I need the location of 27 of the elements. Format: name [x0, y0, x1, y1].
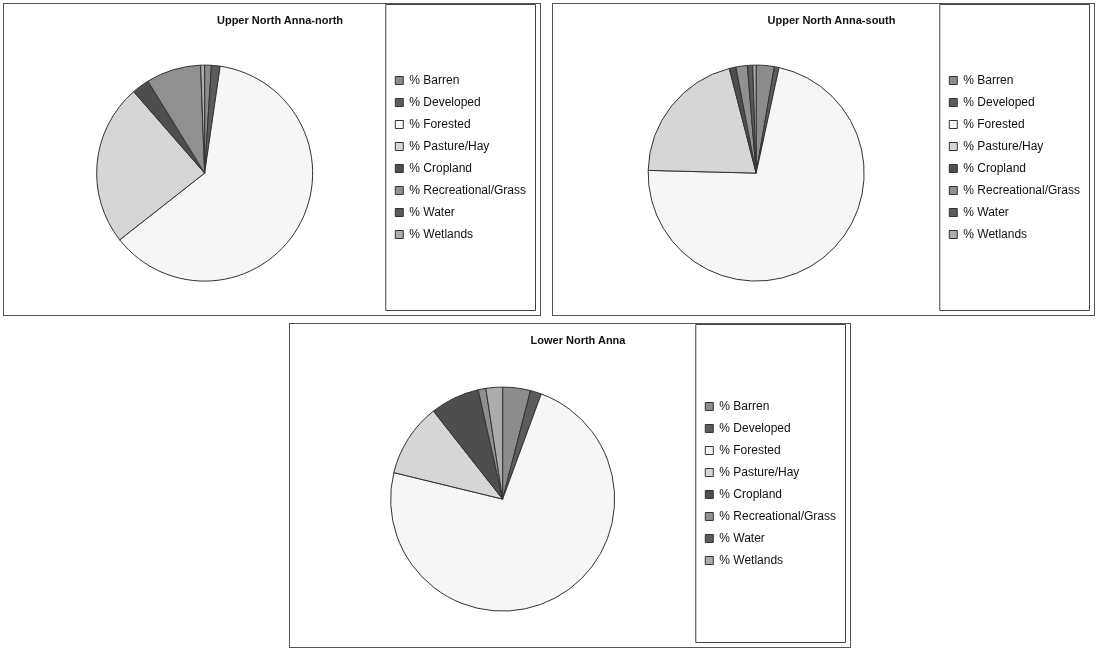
legend-label: % Water: [719, 530, 765, 545]
legend-label: % Pasture/Hay: [719, 464, 800, 479]
text: Upper North Anna-north: [216, 13, 344, 26]
legend-label: % Wetlands: [719, 552, 784, 567]
legend-label: % Recreational/Grass: [719, 508, 837, 523]
legend-label: % Wetlands: [409, 226, 474, 241]
legend-label: % Recreational/Grass: [409, 182, 527, 197]
text: Lower North Anna: [530, 333, 627, 346]
legend-label: % Forested: [409, 116, 471, 131]
legend-label: % Cropland: [963, 160, 1026, 175]
legend-label: % Cropland: [409, 160, 472, 175]
legend-label: % Developed: [963, 94, 1035, 109]
legend-label: % Water: [409, 204, 455, 219]
legend-label: % Wetlands: [963, 226, 1028, 241]
legend-label: % Recreational/Grass: [963, 182, 1081, 197]
legend-label: % Barren: [409, 72, 460, 87]
legend-label: % Water: [963, 204, 1009, 219]
legend-label: % Pasture/Hay: [409, 138, 490, 153]
legend-label: % Barren: [963, 72, 1014, 87]
text: Upper North Anna-south: [767, 13, 896, 26]
legend-label: % Developed: [719, 420, 791, 435]
legend-label: % Developed: [409, 94, 481, 109]
legend-label: % Forested: [963, 116, 1025, 131]
legend-label: % Barren: [719, 398, 770, 413]
legend-label: % Forested: [719, 442, 781, 457]
legend-label: % Cropland: [719, 486, 782, 501]
legend-label: % Pasture/Hay: [963, 138, 1044, 153]
